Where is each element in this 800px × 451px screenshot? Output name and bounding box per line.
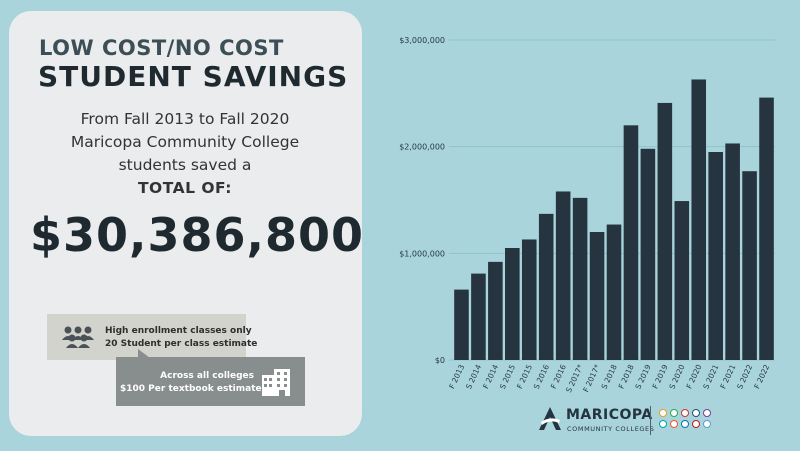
- maricopa-logo: MARICOPA COMMUNITY COLLEGES: [538, 404, 728, 438]
- x-tick-label: F 2022: [752, 363, 771, 390]
- college-badge-icon: [681, 409, 689, 417]
- callout1-line-2: 20 Student per class estimate: [105, 339, 258, 349]
- textbook-callout: Across all colleges $100 Per textbook es…: [116, 349, 305, 406]
- college-badge-icon: [659, 409, 667, 417]
- callout2-line-1: Across all colleges: [160, 371, 254, 381]
- headline-student-savings: STUDENT SAVINGS: [38, 60, 349, 93]
- description-line-1: From Fall 2013 to Fall 2020: [80, 110, 290, 128]
- y-tick-label: $3,000,000: [399, 36, 445, 45]
- description-line-2: Maricopa Community College: [70, 133, 300, 151]
- bar: [691, 79, 707, 360]
- bar: [488, 261, 503, 360]
- group-people-icon: [60, 325, 96, 353]
- college-badge-icon: [692, 409, 700, 417]
- description-line-3: students saved a: [118, 156, 252, 174]
- logo-name: MARICOPA: [566, 407, 653, 423]
- bar: [505, 248, 520, 360]
- bar: [725, 143, 740, 360]
- bar: [454, 289, 469, 360]
- college-badge-icon: [703, 420, 711, 428]
- savings-description: From Fall 2013 to Fall 2020 Maricopa Com…: [40, 108, 330, 200]
- maricopa-logo-icon: [538, 406, 562, 436]
- bar: [708, 152, 723, 360]
- bar: [572, 197, 588, 360]
- total-of-label: TOTAL OF:: [137, 179, 232, 197]
- bar: [742, 171, 757, 360]
- callout2-line-2: $100 Per textbook estimate: [120, 384, 262, 394]
- bar: [623, 125, 639, 360]
- bar: [538, 213, 554, 360]
- bar: [606, 224, 622, 360]
- bar: [521, 239, 537, 360]
- y-tick-label: $0: [435, 356, 445, 365]
- total-savings-value: $30,386,800: [30, 208, 365, 262]
- college-badge-icon: [670, 409, 678, 417]
- callout1-line-1: High enrollment classes only: [105, 326, 252, 336]
- college-building-icon: [260, 367, 292, 401]
- bar: [657, 102, 673, 360]
- y-tick-label: $2,000,000: [399, 143, 445, 152]
- bar: [759, 97, 774, 360]
- bar: [555, 191, 571, 360]
- college-badge-icon: [670, 420, 678, 428]
- college-badges-icon: [659, 409, 719, 433]
- college-badge-icon: [659, 420, 667, 428]
- college-badge-icon: [703, 409, 711, 417]
- headline-low-cost: LOW COST/NO COST: [39, 36, 284, 60]
- callout2-tail: [138, 349, 150, 358]
- college-badge-icon: [692, 420, 700, 428]
- bar: [471, 273, 486, 360]
- bar: [640, 148, 656, 360]
- logo-divider: [650, 406, 651, 435]
- college-badge-icon: [681, 420, 689, 428]
- logo-subtitle: COMMUNITY COLLEGES: [567, 425, 655, 433]
- y-tick-label: $1,000,000: [399, 249, 445, 258]
- bar: [674, 201, 690, 360]
- bar: [589, 232, 605, 360]
